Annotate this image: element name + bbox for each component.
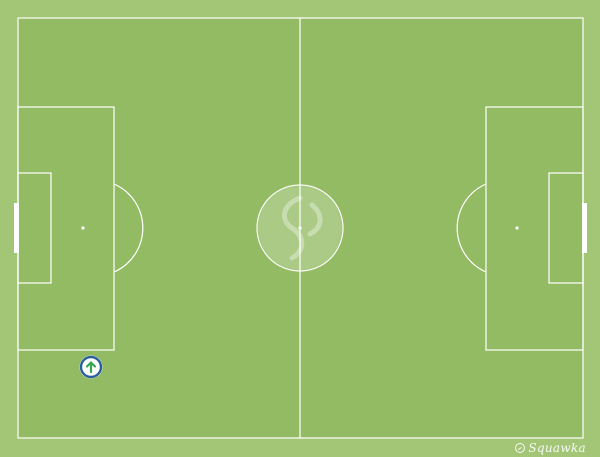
- branding-label: Squawka: [528, 441, 586, 455]
- event-marker[interactable]: [79, 355, 103, 379]
- squawka-swirl-icon: [282, 195, 323, 261]
- left-goal: [14, 203, 19, 253]
- left-penalty-spot: [81, 226, 85, 230]
- right-penalty-arc: [456, 183, 487, 273]
- up-arrow-icon: [85, 361, 97, 374]
- squawka-branding: Squawka: [515, 441, 586, 455]
- right-penalty-spot: [515, 226, 519, 230]
- center-circle: [256, 184, 344, 272]
- center-spot: [298, 226, 302, 230]
- left-penalty-arc: [113, 183, 144, 273]
- right-goal: [582, 203, 587, 253]
- squawka-logo-icon: [515, 443, 526, 453]
